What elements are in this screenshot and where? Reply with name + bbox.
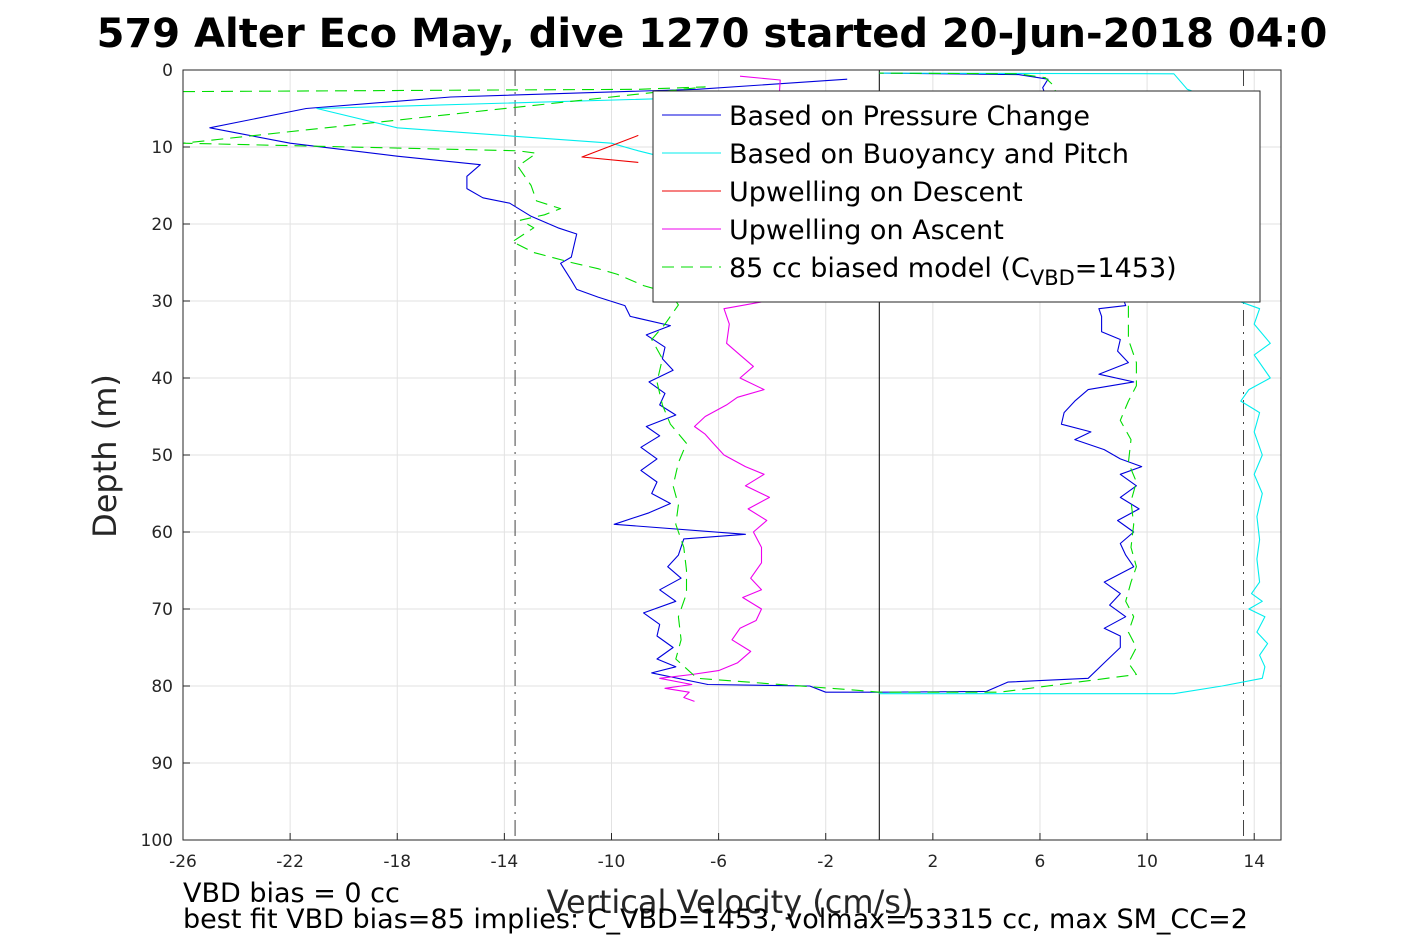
series-line-2 (316, 72, 1271, 695)
x-axis-label: Vertical Velocity (cm/s) (547, 883, 914, 921)
y-tick-label: 60 (151, 523, 173, 543)
plot-series (182, 72, 1271, 702)
x-tick-label: -18 (383, 852, 411, 872)
x-tick-label: -22 (276, 852, 304, 872)
legend-label: Based on Buoyancy and Pitch (729, 139, 1129, 170)
legend-label: 85 cc biased model (CVBD=1453) (729, 253, 1177, 290)
y-tick-label: 80 (151, 677, 173, 697)
y-tick-label: 90 (151, 754, 173, 774)
x-tick-label: -26 (169, 852, 197, 872)
y-tick-label: 30 (151, 292, 173, 312)
vbd-bias-note: VBD bias = 0 cc (183, 878, 400, 909)
y-tick-label: 10 (151, 138, 173, 158)
y-tick-label: 40 (151, 369, 173, 389)
series-line-1 (209, 72, 1143, 693)
legend-label: Based on Pressure Change (729, 101, 1090, 132)
series-line-4 (659, 75, 781, 702)
legend-label: Upwelling on Descent (729, 177, 1023, 208)
x-tick-label: 14 (1243, 852, 1265, 872)
x-tick-label: 2 (927, 852, 938, 872)
legend: Based on Pressure Change Based on Buoyanc… (652, 90, 1261, 303)
y-tick-label: 100 (141, 831, 173, 851)
x-tick-label: -2 (817, 852, 834, 872)
chart-title: 579 Alter Eco May, dive 1270 started 20-… (97, 11, 1328, 57)
best-fit-note: best fit VBD bias=85 implies: C_VBD=1453… (183, 904, 1248, 935)
x-tick-label: -10 (598, 852, 626, 872)
y-tick-label: 20 (151, 215, 173, 235)
series-line-3 (581, 134, 639, 163)
axes-box (182, 69, 1282, 841)
x-tick-label: -14 (490, 852, 518, 872)
x-tick-label: 6 (1035, 852, 1046, 872)
y-tick-label: 70 (151, 600, 173, 620)
series-line-5 (182, 72, 1137, 693)
x-tick-label: -6 (710, 852, 727, 872)
y-tick-label: 50 (151, 446, 173, 466)
x-tick-label: 10 (1136, 852, 1158, 872)
y-tick-label: 0 (162, 61, 173, 81)
y-axis-label: Depth (m) (86, 374, 124, 538)
legend-box (652, 90, 1261, 303)
legend-label: Upwelling on Ascent (729, 215, 1004, 246)
